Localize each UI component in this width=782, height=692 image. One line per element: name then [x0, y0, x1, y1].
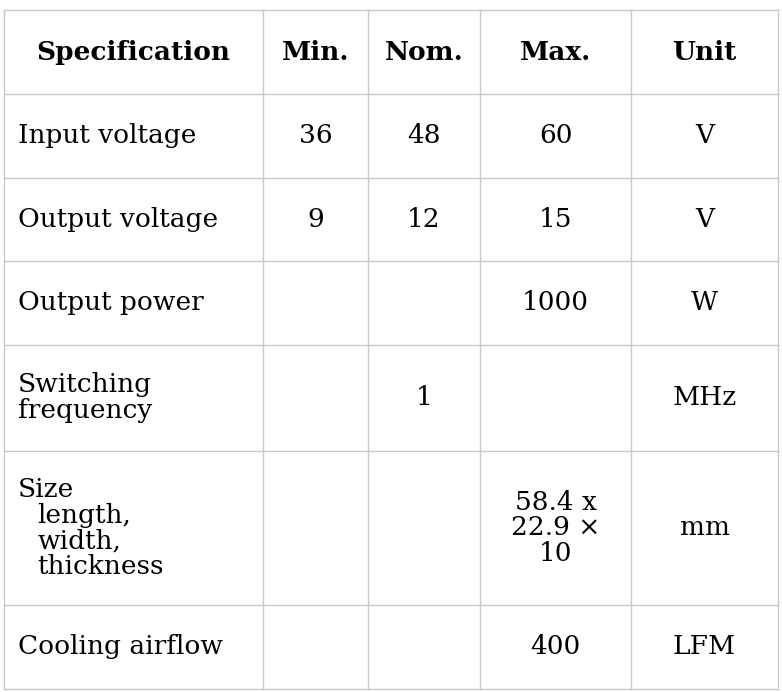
Text: 36: 36 — [299, 123, 332, 148]
Text: Unit: Unit — [673, 39, 737, 64]
Bar — [4, 345, 778, 451]
Text: frequency: frequency — [18, 398, 152, 423]
Text: LFM: LFM — [673, 635, 736, 659]
Bar — [4, 10, 778, 94]
Text: V: V — [695, 123, 714, 148]
Text: mm: mm — [680, 516, 730, 540]
Bar — [4, 261, 778, 345]
Text: Max.: Max. — [520, 39, 591, 64]
Text: Output power: Output power — [18, 291, 204, 316]
Text: W: W — [691, 291, 718, 316]
Text: Min.: Min. — [282, 39, 350, 64]
Text: V: V — [695, 207, 714, 232]
Bar — [4, 451, 778, 605]
Bar — [4, 94, 778, 178]
Bar — [4, 178, 778, 261]
Text: 1: 1 — [415, 385, 432, 410]
Text: 58.4 x: 58.4 x — [515, 490, 597, 515]
Text: 22.9 ×: 22.9 × — [511, 516, 601, 540]
Text: Specification: Specification — [37, 39, 231, 64]
Text: 12: 12 — [407, 207, 441, 232]
Text: 48: 48 — [407, 123, 440, 148]
Text: Input voltage: Input voltage — [18, 123, 196, 148]
Text: 9: 9 — [307, 207, 324, 232]
Text: 10: 10 — [539, 541, 572, 566]
Text: Output voltage: Output voltage — [18, 207, 218, 232]
Text: 400: 400 — [530, 635, 581, 659]
Text: Cooling airflow: Cooling airflow — [18, 635, 223, 659]
Text: 60: 60 — [539, 123, 572, 148]
Text: Switching: Switching — [18, 372, 152, 397]
Text: Nom.: Nom. — [385, 39, 463, 64]
Bar — [4, 605, 778, 689]
Text: MHz: MHz — [673, 385, 737, 410]
Text: 1000: 1000 — [522, 291, 589, 316]
Text: 15: 15 — [539, 207, 572, 232]
Text: Size: Size — [18, 477, 74, 502]
Text: length,: length, — [38, 502, 131, 527]
Text: thickness: thickness — [38, 554, 164, 579]
Text: width,: width, — [38, 528, 121, 553]
